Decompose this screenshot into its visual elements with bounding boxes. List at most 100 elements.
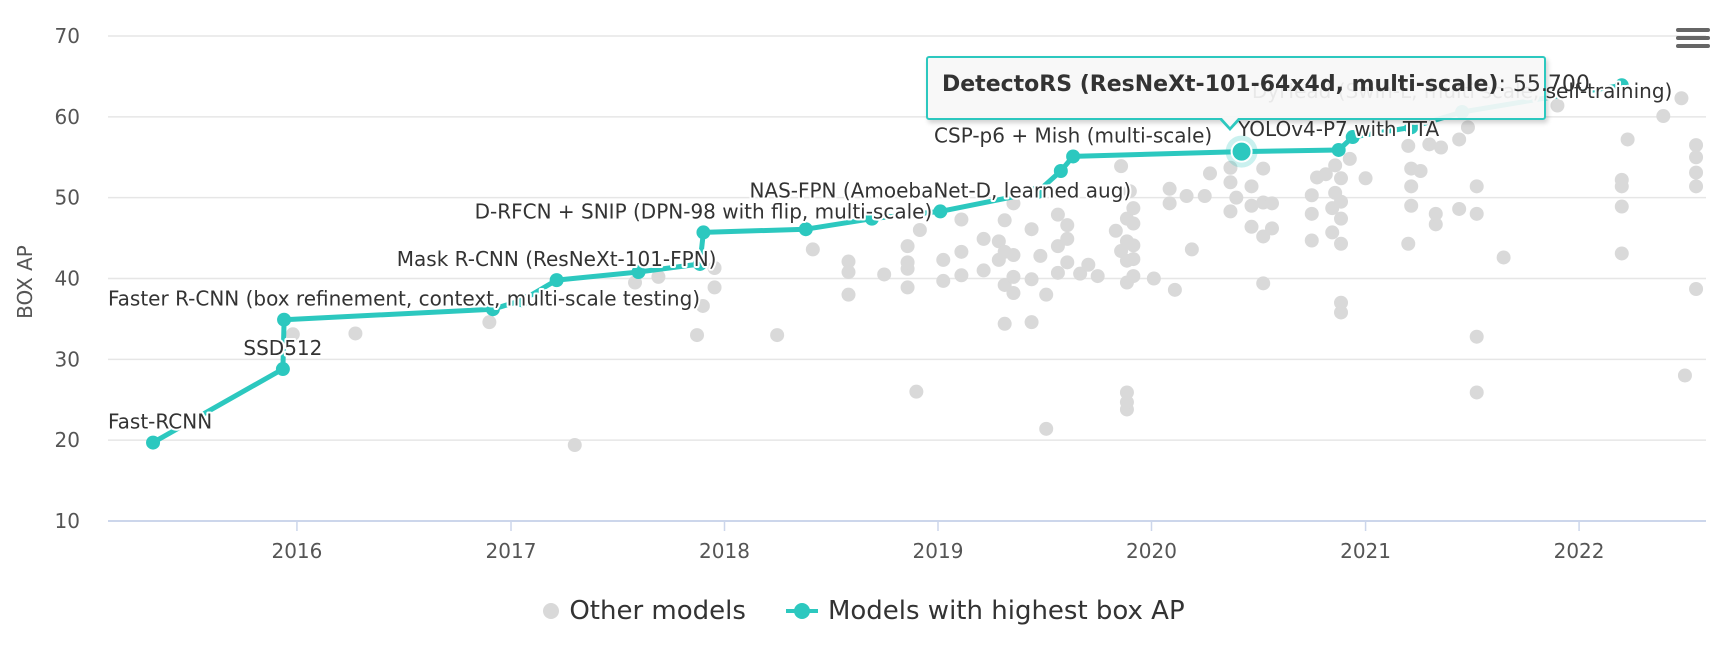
legend-item-best-models[interactable]: Models with highest box AP bbox=[785, 596, 1185, 626]
other-model-point bbox=[976, 263, 991, 278]
best-model-point bbox=[549, 273, 564, 288]
x-tick-label: 2020 bbox=[1126, 539, 1177, 563]
other-model-point bbox=[805, 242, 820, 257]
best-model-point bbox=[864, 211, 879, 226]
y-tick-label: 10 bbox=[55, 509, 80, 533]
other-model-point bbox=[1334, 305, 1349, 320]
other-model-point bbox=[1202, 166, 1217, 181]
y-axis: 10 20 30 40 50 60 70 bbox=[55, 24, 80, 533]
best-model-point bbox=[696, 225, 711, 240]
best-model-label: Mask R-CNN (ResNeXt-101-FPN) bbox=[397, 247, 717, 271]
other-model-point bbox=[1081, 257, 1096, 272]
best-model-point bbox=[933, 204, 948, 219]
y-tick-label: 40 bbox=[55, 267, 80, 291]
other-model-point bbox=[1674, 91, 1689, 106]
other-model-point bbox=[1256, 276, 1271, 291]
other-model-point bbox=[1452, 132, 1467, 147]
other-model-point bbox=[1614, 199, 1629, 214]
x-tick-label: 2018 bbox=[699, 539, 750, 563]
y-tick-label: 20 bbox=[55, 428, 80, 452]
other-model-point bbox=[1334, 236, 1349, 251]
other-model-point bbox=[1689, 179, 1704, 194]
other-model-point bbox=[1325, 225, 1340, 240]
hover-highlight bbox=[1225, 135, 1258, 168]
other-model-point bbox=[841, 265, 856, 280]
other-model-point bbox=[1162, 196, 1177, 211]
other-model-point bbox=[1256, 161, 1271, 176]
other-model-point bbox=[1126, 252, 1141, 267]
y-axis-title: BOX AP bbox=[13, 245, 37, 319]
other-model-point bbox=[1264, 196, 1279, 211]
other-model-point bbox=[1039, 287, 1054, 302]
best-model-label: D-RFCN + SNIP (DPN-98 with flip, multi-s… bbox=[475, 199, 933, 223]
other-model-point bbox=[1167, 282, 1182, 297]
best-model-point bbox=[1053, 163, 1068, 178]
best-model-label: YOLOv4-P7 with TTA bbox=[1237, 117, 1439, 141]
other-model-point bbox=[1469, 206, 1484, 221]
other-model-point bbox=[1428, 206, 1443, 221]
other-model-point bbox=[900, 239, 915, 254]
other-model-point bbox=[1114, 159, 1129, 174]
best-model-point bbox=[515, 293, 530, 308]
other-model-point bbox=[1428, 217, 1443, 232]
other-model-point bbox=[954, 212, 969, 227]
other-model-point bbox=[912, 223, 927, 237]
other-model-point bbox=[1318, 167, 1333, 182]
other-model-point bbox=[1039, 421, 1054, 436]
other-model-point bbox=[1033, 248, 1048, 263]
other-model-point bbox=[1401, 138, 1416, 153]
other-model-point bbox=[1469, 329, 1484, 344]
other-model-point bbox=[954, 268, 969, 283]
other-model-point bbox=[695, 298, 710, 313]
other-model-point bbox=[1223, 175, 1238, 190]
best-models-series bbox=[146, 78, 1629, 450]
other-model-point bbox=[1108, 223, 1123, 238]
y-tick-label: 70 bbox=[55, 24, 80, 48]
y-tick-label: 50 bbox=[55, 186, 80, 210]
x-tick-label: 2021 bbox=[1340, 539, 1391, 563]
other-model-point bbox=[1006, 286, 1021, 301]
y-tick-label: 30 bbox=[55, 347, 80, 371]
x-tick-label: 2016 bbox=[271, 539, 322, 563]
other-model-point bbox=[1550, 98, 1565, 113]
other-model-point bbox=[841, 254, 856, 269]
other-model-point bbox=[1126, 269, 1141, 284]
other-model-point bbox=[1404, 179, 1419, 194]
other-model-point bbox=[1413, 163, 1428, 178]
other-model-point bbox=[909, 384, 924, 399]
legend-line-icon bbox=[785, 603, 818, 619]
tooltip-value: 55.700 bbox=[1512, 72, 1590, 97]
other-model-point bbox=[1223, 160, 1238, 175]
y-tick-label: 60 bbox=[55, 105, 80, 129]
legend-label-other: Other models bbox=[569, 596, 746, 626]
other-model-point bbox=[1677, 368, 1692, 383]
other-model-point bbox=[1050, 207, 1065, 222]
hamburger-menu-icon[interactable] bbox=[1676, 24, 1710, 56]
other-model-point bbox=[900, 255, 915, 270]
other-model-point bbox=[1689, 165, 1704, 180]
other-model-point bbox=[1496, 250, 1511, 265]
other-model-point bbox=[1614, 246, 1629, 261]
other-model-point bbox=[1119, 395, 1134, 410]
other-model-point bbox=[1328, 158, 1343, 173]
other-model-point bbox=[1244, 219, 1259, 234]
legend-item-other-models[interactable]: Other models bbox=[543, 596, 746, 626]
highlight-point bbox=[1230, 140, 1253, 163]
other-model-point bbox=[1334, 295, 1349, 310]
best-model-label: Faster R-CNN (box refinement, context, m… bbox=[108, 287, 700, 311]
other-model-point bbox=[1689, 138, 1704, 153]
best-model-point bbox=[277, 312, 292, 327]
other-model-point bbox=[1119, 385, 1134, 400]
point-labels: Fast-RCNN SSD512 Faster R-CNN (box refinem… bbox=[106, 77, 1674, 436]
other-model-point bbox=[1304, 233, 1319, 248]
other-model-point bbox=[1060, 231, 1075, 246]
other-model-point bbox=[1656, 109, 1671, 124]
other-model-point bbox=[1304, 206, 1319, 221]
best-model-point bbox=[1331, 142, 1346, 157]
other-model-point bbox=[1334, 194, 1349, 209]
other-model-point bbox=[1050, 265, 1065, 280]
other-model-point bbox=[841, 287, 856, 302]
other-model-point bbox=[1006, 269, 1021, 284]
other-models-series bbox=[285, 91, 1704, 453]
